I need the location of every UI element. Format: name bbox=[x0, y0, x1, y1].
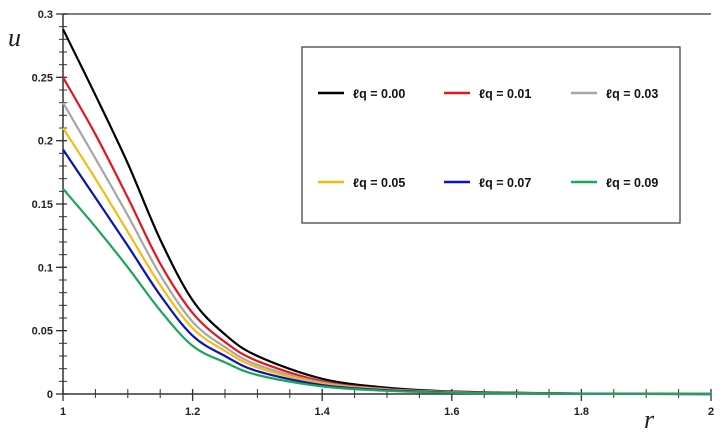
y-tick-label: 0.2 bbox=[38, 136, 53, 148]
x-tick-label: 1.8 bbox=[574, 406, 589, 418]
x-tick-label: 1.2 bbox=[185, 406, 200, 418]
x-tick-label: 2 bbox=[708, 406, 714, 418]
legend-label: ℓq = 0.05 bbox=[353, 176, 405, 190]
legend: ℓq = 0.00 ℓq = 0.01 ℓq = 0.03 ℓq = 0.05 ℓq =… bbox=[301, 46, 681, 224]
legend-label: ℓq = 0.09 bbox=[606, 176, 658, 190]
y-tick-label: 0.15 bbox=[32, 199, 53, 211]
legend-label: ℓq = 0.01 bbox=[479, 87, 531, 101]
legend-box bbox=[301, 46, 681, 224]
x-tick-label: 1.6 bbox=[444, 406, 459, 418]
legend-label: ℓq = 0.07 bbox=[479, 176, 531, 190]
legend-label: ℓq = 0.03 bbox=[606, 87, 658, 101]
y-tick-label: 0.3 bbox=[38, 9, 53, 21]
y-tick-label: 0.05 bbox=[32, 326, 53, 338]
legend-label: ℓq = 0.00 bbox=[353, 87, 405, 101]
series-line-5 bbox=[62, 188, 712, 396]
y-tick-label: 0 bbox=[47, 389, 53, 401]
y-tick-label: 0.25 bbox=[32, 72, 53, 84]
y-tick-label: 0.1 bbox=[38, 262, 53, 274]
series-lines bbox=[62, 28, 712, 396]
x-tick-label: 1 bbox=[60, 406, 66, 418]
x-axis-title: r bbox=[644, 405, 655, 434]
x-tick-label: 1.4 bbox=[315, 406, 331, 418]
y-axis-title: u bbox=[8, 23, 21, 52]
